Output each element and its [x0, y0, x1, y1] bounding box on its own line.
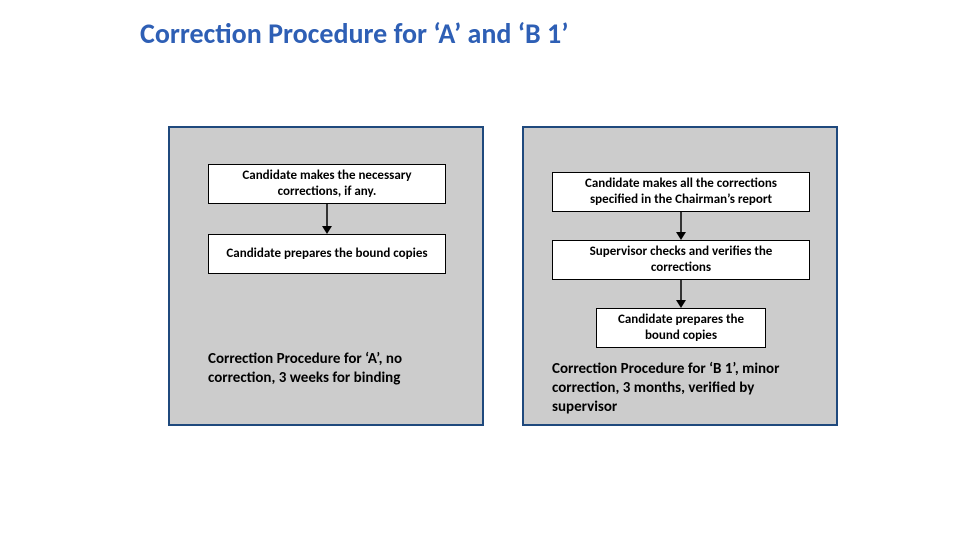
box-b1-step2: Supervisor checks and verifies the corre…: [552, 240, 810, 280]
arrow-b1-2: [674, 280, 688, 308]
box-a-step1: Candidate makes the necessary correction…: [208, 164, 446, 204]
page-title: Correction Procedure for ‘A’ and ‘B 1’: [140, 16, 568, 51]
box-b1-step3: Candidate prepares the bound copies: [596, 308, 766, 348]
caption-b1: Correction Procedure for ‘B 1’, minor co…: [552, 360, 810, 416]
box-b1-step1: Candidate makes all the corrections spec…: [552, 172, 810, 212]
box-a-step2: Candidate prepares the bound copies: [208, 234, 446, 274]
panel-a: Candidate makes the necessary correction…: [168, 126, 484, 426]
arrow-a-1: [320, 204, 334, 234]
panel-b1: Candidate makes all the corrections spec…: [522, 126, 838, 426]
caption-a: Correction Procedure for ‘A’, no correct…: [208, 350, 446, 388]
arrow-b1-1: [674, 212, 688, 240]
